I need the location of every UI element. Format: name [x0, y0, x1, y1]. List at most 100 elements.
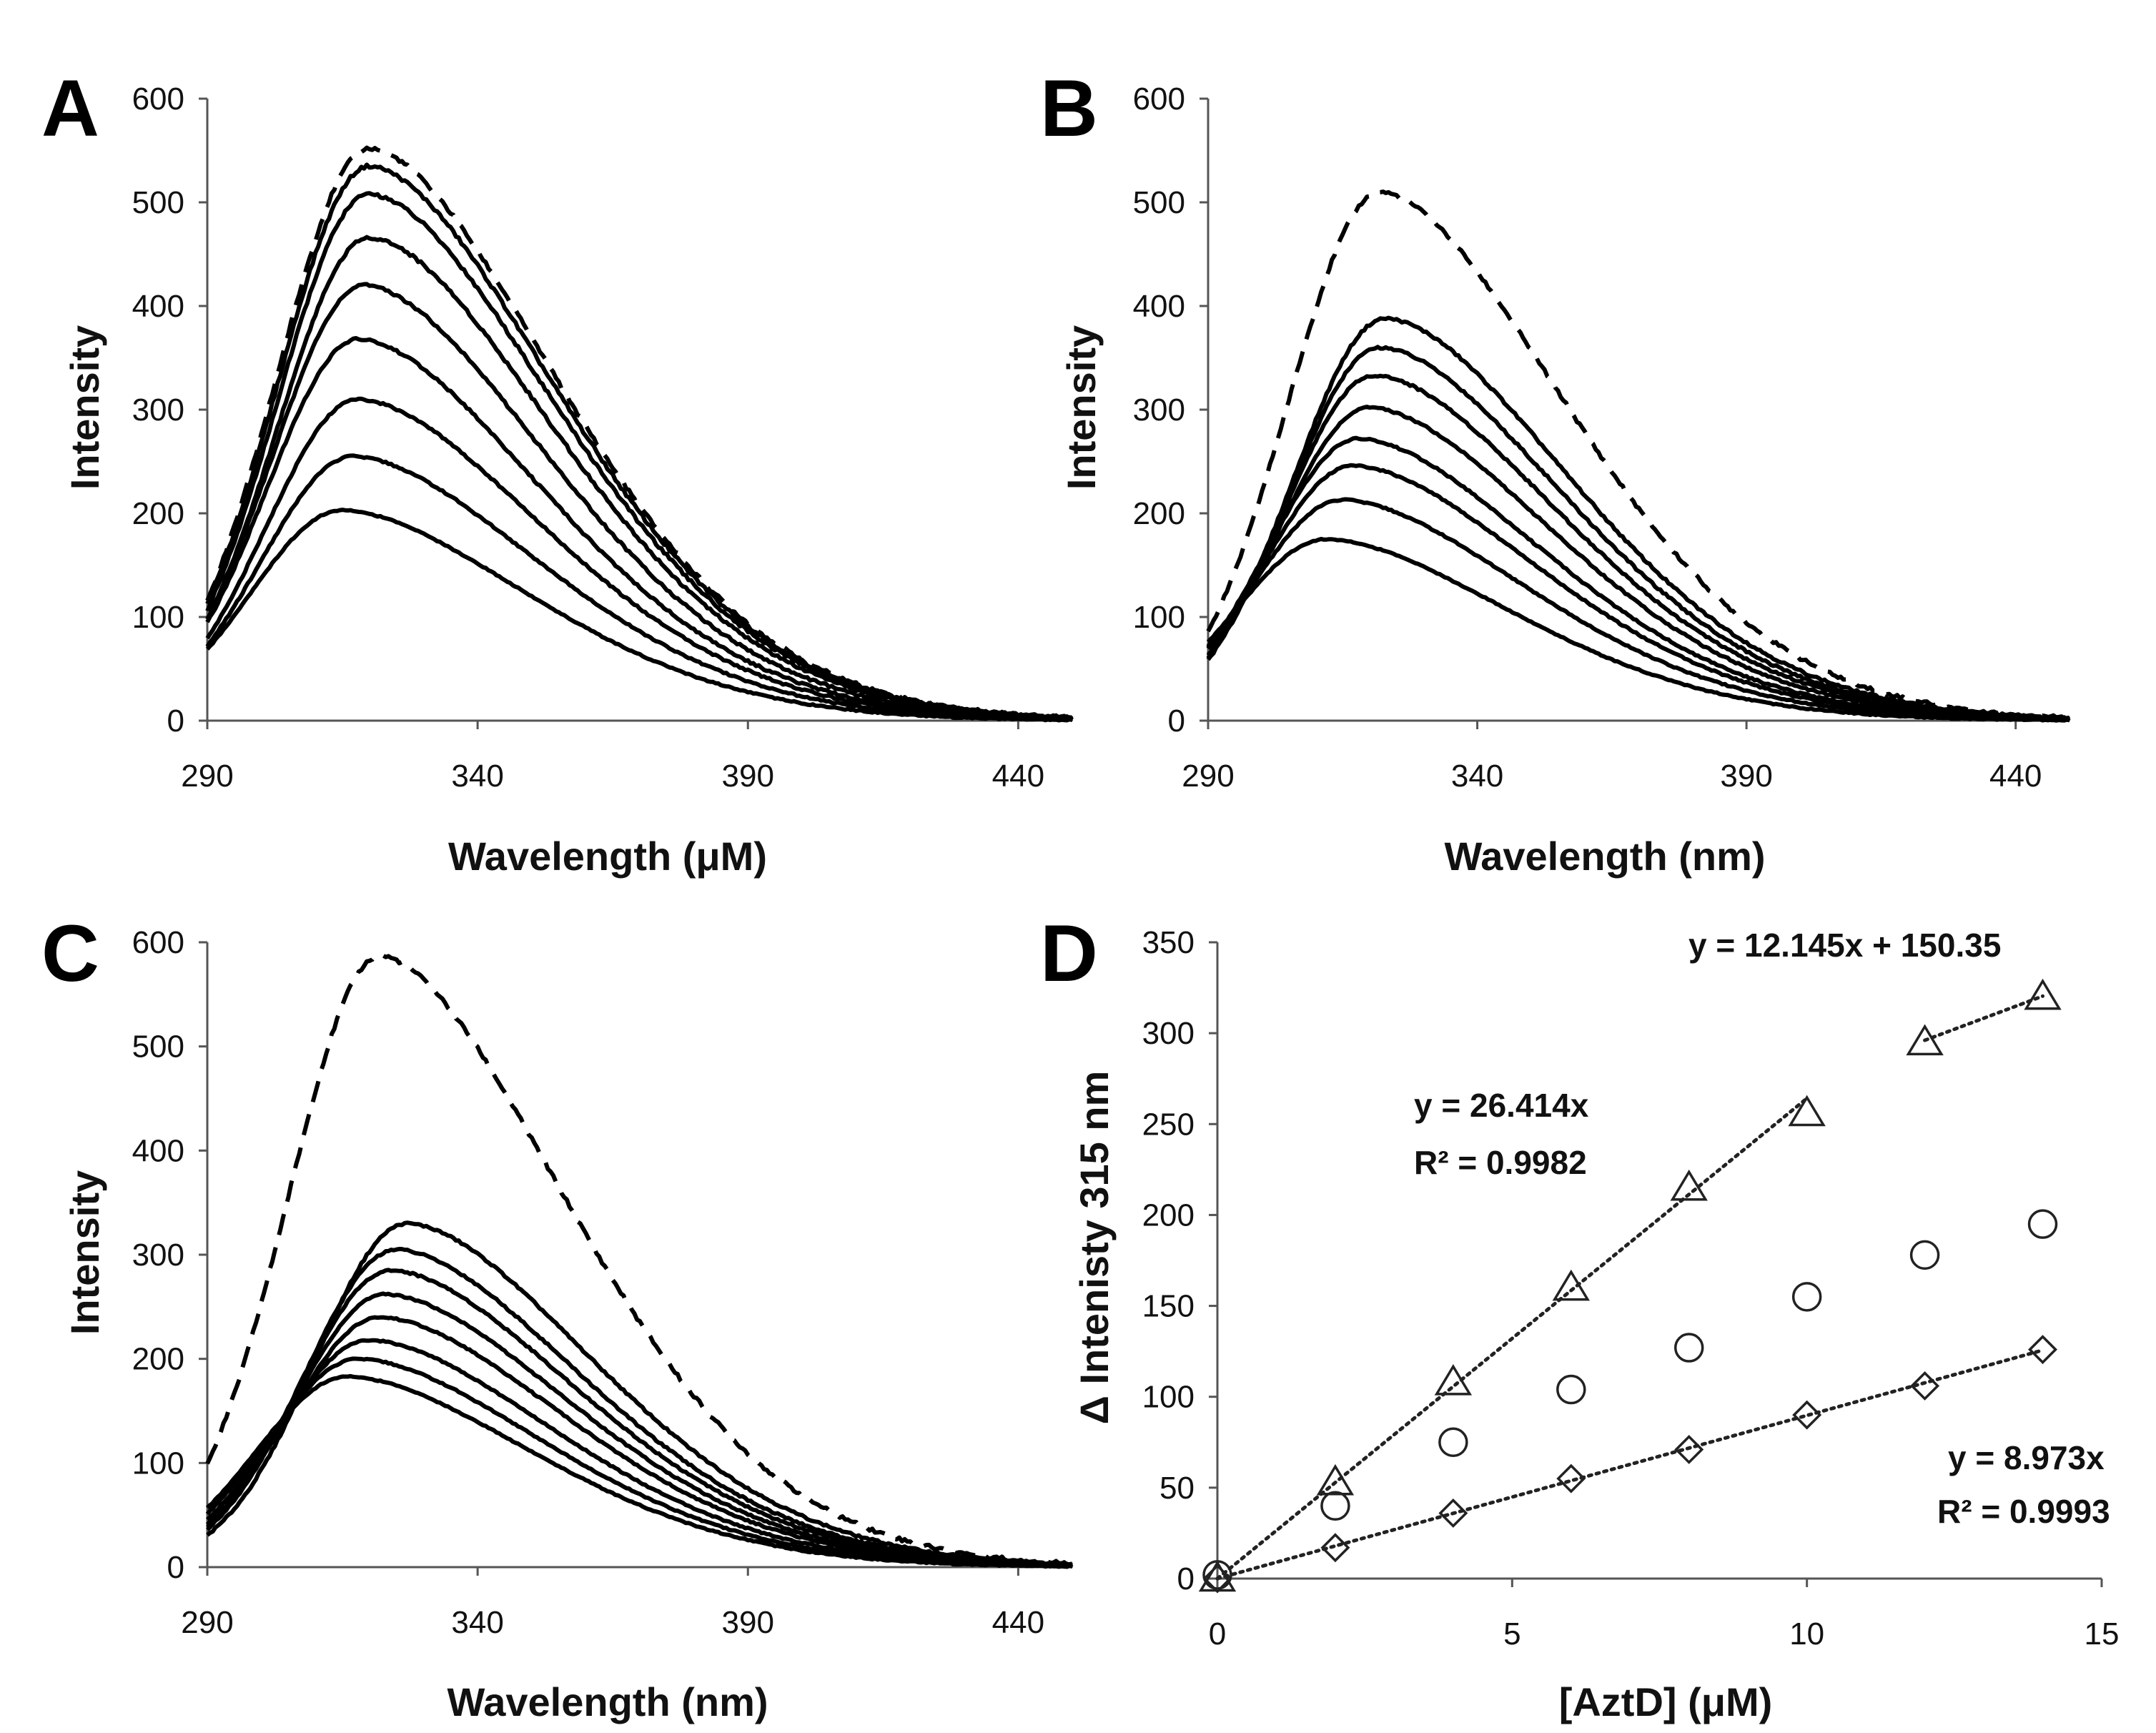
panel-a-ytick-label: 200: [132, 496, 184, 531]
panel-b-letter: B: [1040, 64, 1098, 153]
panel-c-ytick-label: 300: [132, 1238, 184, 1273]
panel-d-point-diamond: [1910, 1371, 1940, 1401]
panel-d-xtick-label: 0: [1209, 1616, 1226, 1651]
panel-b-ytick-label: 300: [1133, 392, 1185, 428]
panel-a-ticks: 0 100 200 300 400 500 600 290 340 390 440: [132, 82, 1072, 794]
panel-b-ytick-label: 600: [1133, 82, 1185, 117]
panel-c-xtick-label: 440: [992, 1605, 1044, 1640]
panel-a-xlabel: Wavelength (μM): [448, 834, 767, 879]
panel-d-point-circle: [1673, 1333, 1704, 1363]
panel-d-fit-lines: [1215, 994, 2045, 1581]
panel-d-point-triangle: [1906, 1024, 1944, 1056]
panel-a-letter: A: [41, 64, 99, 153]
panel-d-ylabel: Δ Intenisty 315 nm: [1072, 1071, 1117, 1425]
eq-low: y = 8.973x: [1948, 1439, 2105, 1476]
panel-c-ytick-label: 0: [167, 1550, 184, 1585]
panel-a-xtick-label: 390: [722, 759, 774, 794]
panel-b-ylabel: Intensity: [1059, 325, 1104, 490]
panel-b-spectrum-s4: [1207, 405, 2070, 722]
panel-d-markers: [1198, 978, 2062, 1594]
panel-d-ytick-label: 250: [1142, 1107, 1195, 1142]
panel-c-xlabel: Wavelength (nm): [447, 1679, 768, 1724]
panel-d-xtick-label: 10: [1789, 1616, 1824, 1651]
panel-b-xtick-label: 390: [1720, 759, 1772, 794]
panel-d-point-circle: [1202, 1560, 1232, 1590]
panel-a-spectrum-s3: [205, 234, 1074, 721]
panel-b-spectrum-s7: [1206, 497, 2070, 723]
panel-d-ytick-label: 100: [1142, 1380, 1195, 1415]
panel-c-ticks: 0 100 200 300 400 500 600 290 340 390 440: [132, 925, 1072, 1640]
panel-b-xtick-label: 290: [1182, 759, 1234, 794]
panel-d-point-diamond: [2028, 1335, 2058, 1365]
panel-d-point-circle: [2027, 1209, 2058, 1239]
panel-b-ytick-label: 500: [1133, 185, 1185, 220]
panel-b-spectrum-s8: [1206, 536, 2070, 723]
panel-b-spectrum-s3: [1206, 373, 2070, 721]
panel-c-ytick-label: 500: [132, 1030, 184, 1065]
panel-d-point-diamond: [1792, 1400, 1822, 1430]
panel-d-ytick-label: 50: [1159, 1471, 1195, 1506]
panel-a-ytick-label: 500: [132, 185, 184, 220]
panel-d-ytick-label: 0: [1177, 1561, 1195, 1596]
panel-b-xtick-label: 440: [1989, 759, 2042, 794]
panel-d-point-circle: [1438, 1427, 1468, 1458]
panel-b-ytick-label: 400: [1133, 289, 1185, 324]
panel-d-point-diamond: [1320, 1533, 1350, 1563]
panel-a-xtick-label: 290: [181, 759, 233, 794]
panel-b-xlabel: Wavelength (nm): [1444, 834, 1765, 879]
panel-b-ticks: 0 100 200 300 400 500 600 290 340 390 440: [1133, 82, 2070, 794]
panel-a: A 0 100 200 300 400 500 600 290 340 390 440 Wavele…: [41, 64, 1074, 879]
panel-b-curves: [1206, 189, 2071, 723]
panel-c-ytick-label: 400: [132, 1133, 184, 1168]
panel-d-point-circle: [1791, 1282, 1822, 1312]
panel-d-letter: D: [1040, 909, 1098, 998]
panel-c-spectrum-s4: [206, 1291, 1073, 1569]
panel-d-point-triangle: [1434, 1363, 1473, 1396]
panel-a-ytick-label: 100: [132, 600, 184, 635]
panel-a-spectrum-s8: [205, 508, 1073, 723]
eq-mid: y = 26.414x: [1414, 1087, 1589, 1124]
panel-a-xtick-label: 440: [992, 759, 1044, 794]
panel-a-spectrum-dashed: [205, 145, 1073, 721]
panel-c-xtick-label: 290: [181, 1605, 233, 1640]
panel-c-spectrum-s8: [205, 1373, 1073, 1569]
panel-d-fit-line-2: [1923, 994, 2045, 1042]
panel-b-ytick-label: 100: [1133, 600, 1185, 635]
panel-d-point-triangle: [1316, 1463, 1355, 1496]
panel-a-spectrum-s5: [205, 336, 1073, 721]
panel-a-ytick-label: 0: [167, 703, 184, 739]
panel-c-letter: C: [41, 909, 99, 998]
panel-c-ytick-label: 600: [132, 925, 184, 960]
panel-c-curves: [205, 953, 1074, 1569]
panel-a-curves: [205, 145, 1074, 723]
panel-d-point-triangle: [1552, 1269, 1590, 1301]
panel-b-ytick-label: 200: [1133, 496, 1185, 531]
panel-a-ytick-label: 300: [132, 392, 184, 428]
panel-a-spectrum-s1: [205, 162, 1073, 721]
panel-c-spectrum-s1: [206, 1220, 1073, 1567]
panel-d-xtick-label: 15: [2085, 1616, 2120, 1651]
panel-c: C 0 100 200 300 400 500 600 290 340 390 440 Wavele…: [41, 909, 1074, 1724]
panel-d-point-triangle: [1788, 1095, 1826, 1127]
panel-d-point-triangle: [1670, 1169, 1708, 1201]
panel-d-fit-line-1: [1215, 1096, 1809, 1581]
panel-a-xtick-label: 340: [451, 759, 503, 794]
r2-mid: R² = 0.9982: [1414, 1144, 1587, 1181]
panel-d-ytick-label: 300: [1142, 1016, 1195, 1051]
panel-b-spectrum-s6: [1206, 463, 2070, 723]
panel-a-ylabel: Intensity: [62, 325, 107, 490]
eq-top: y = 12.145x + 150.35: [1688, 927, 2001, 964]
panel-d-xtick-label: 5: [1503, 1616, 1520, 1651]
panel-a-ytick-label: 600: [132, 82, 184, 117]
panel-d-point-circle: [1320, 1491, 1350, 1521]
panel-d-ytick-label: 350: [1142, 925, 1195, 960]
panel-d-ytick-label: 200: [1142, 1198, 1195, 1233]
panel-c-ylabel: Intensity: [62, 1170, 107, 1335]
panel-c-ytick-label: 200: [132, 1342, 184, 1377]
panel-d-xlabel: [AztD] (μM): [1559, 1679, 1773, 1724]
panel-d: D 0 50 100 150 200 250 300 350 0 5 10 15 [AztD] (μM…: [1040, 909, 2119, 1724]
panel-c-spectrum-s3: [206, 1268, 1073, 1568]
panel-d-point-diamond: [1674, 1434, 1704, 1464]
panel-c-ytick-label: 100: [132, 1446, 184, 1481]
